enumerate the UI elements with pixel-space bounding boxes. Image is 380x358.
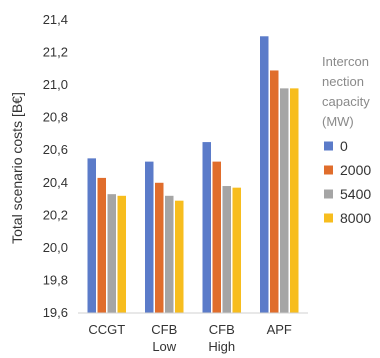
y-tick-label: 20,0 xyxy=(43,240,68,255)
bar xyxy=(280,88,289,313)
bar xyxy=(145,161,154,313)
x-tick-label: CFB Low xyxy=(151,322,177,354)
bar xyxy=(270,70,279,313)
legend-label: 8000 xyxy=(340,210,371,226)
legend-label: 2000 xyxy=(340,162,371,178)
legend-label: 5400 xyxy=(340,186,371,202)
bar xyxy=(212,161,221,313)
bar xyxy=(175,200,184,313)
y-tick-label: 20,6 xyxy=(43,142,68,157)
y-tick-label: 21,2 xyxy=(43,45,68,60)
bar xyxy=(87,158,96,313)
bar xyxy=(117,195,126,313)
y-tick-label: 19,6 xyxy=(43,305,68,320)
legend-swatch xyxy=(324,141,333,151)
legend-title: Intercon nection capacity (MW) xyxy=(322,54,370,129)
y-tick-label: 19,8 xyxy=(43,272,68,287)
bar xyxy=(107,194,116,313)
legend: Intercon nection capacity (MW) 0 2000 5400 8000 xyxy=(322,54,371,226)
y-axis-label: Total scenario costs [B€] xyxy=(9,92,25,244)
x-tick-label: CFB High xyxy=(208,322,235,354)
legend-swatch xyxy=(324,189,333,199)
y-tick-label: 21,4 xyxy=(43,12,68,27)
bar xyxy=(232,187,241,313)
y-tick-label: 20,2 xyxy=(43,207,68,222)
legend-label: 0 xyxy=(340,138,348,154)
y-axis-ticks: 19,6 19,8 20,0 20,2 20,4 20,6 20,8 21,0 21,2 21,4 xyxy=(43,12,68,320)
x-tick-label: CCGT xyxy=(88,322,125,337)
bars xyxy=(87,36,299,314)
bar xyxy=(97,177,106,313)
bar xyxy=(165,195,174,313)
y-tick-label: 21,0 xyxy=(43,77,68,92)
bar xyxy=(202,142,211,313)
y-tick-label: 20,8 xyxy=(43,110,68,125)
legend-swatch xyxy=(324,165,333,175)
y-tick-label: 20,4 xyxy=(43,175,68,190)
bar xyxy=(290,88,299,313)
x-tick-label: APF xyxy=(267,322,292,337)
legend-swatch xyxy=(324,213,333,223)
bar xyxy=(155,182,164,313)
bar xyxy=(222,186,231,313)
bar xyxy=(260,36,269,314)
x-axis-labels: CCGT CFB Low CFB High APF xyxy=(88,322,292,354)
